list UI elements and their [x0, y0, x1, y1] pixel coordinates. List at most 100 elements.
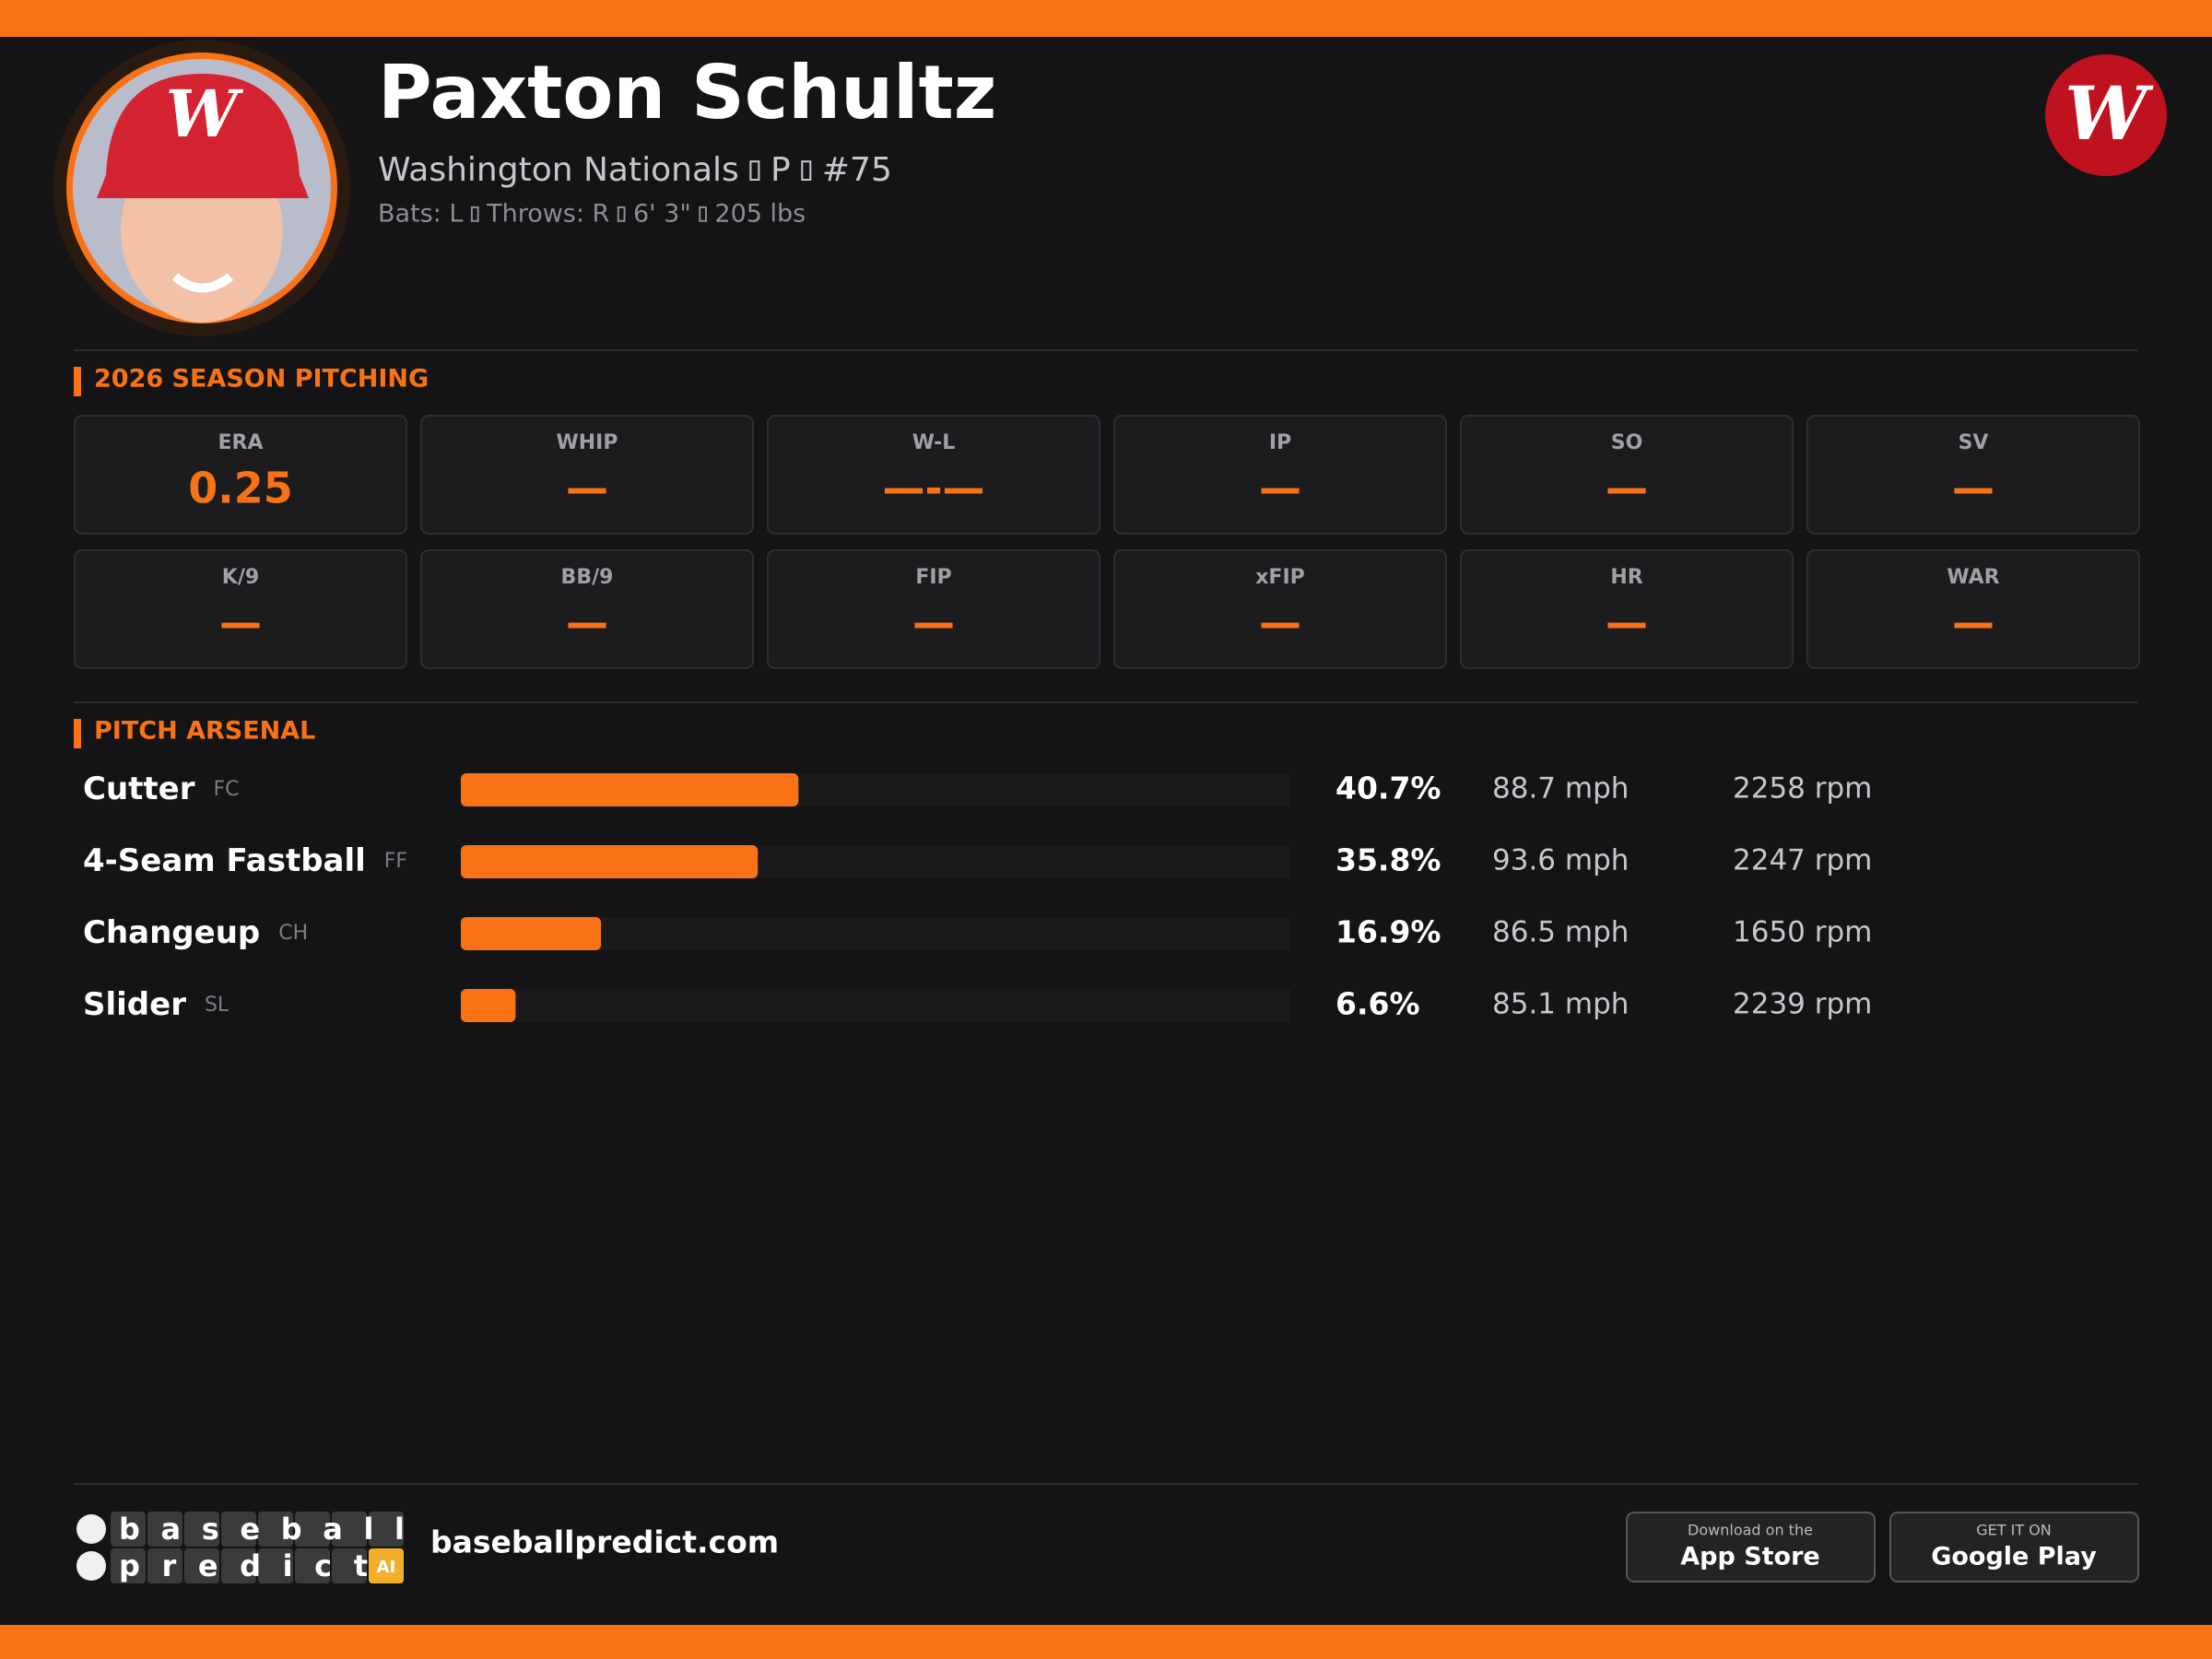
stat-value: —: [566, 464, 608, 513]
stat-card: [1806, 549, 2140, 669]
pitch-code: SL: [205, 994, 229, 1017]
usage-label: 6.6%: [1335, 986, 1420, 1022]
player-info: Bats: L: [378, 200, 463, 229]
logo-tile: [221, 1512, 256, 1547]
stat-value: 0.25: [188, 464, 293, 513]
logo-tile: [184, 1548, 219, 1583]
site-url[interactable]: baseballpredict.com: [430, 1524, 779, 1560]
stat-card: [767, 549, 1100, 669]
stat-value: —-—: [882, 464, 984, 513]
section-accent: [74, 719, 81, 748]
pitch-name-text: Changeup: [83, 914, 260, 951]
logo-tile: [295, 1512, 330, 1547]
stat-label: FIP: [915, 566, 951, 589]
stat-label: WHIP: [557, 431, 618, 454]
usage-bar: [461, 917, 602, 950]
separator: [470, 206, 479, 222]
stat-value: —: [566, 598, 608, 648]
player-photo: W: [53, 40, 350, 336]
stat-value: —: [912, 598, 955, 648]
stat-value: —: [1606, 598, 1648, 648]
stat-label: WAR: [1947, 566, 1999, 589]
section-title: PITCH ARSENAL: [94, 717, 315, 746]
logo-tile: [111, 1512, 146, 1547]
usage-bar: [461, 845, 759, 878]
pitch-code: FF: [384, 850, 407, 873]
separator: [749, 160, 760, 181]
velocity: 86.5 mph: [1492, 916, 1629, 949]
logo-tile: [332, 1512, 367, 1547]
spin-rate: 1650 rpm: [1733, 916, 1872, 949]
pitch-code: FC: [214, 778, 240, 801]
separator: [801, 160, 812, 181]
logo-tile: [147, 1512, 182, 1547]
team-logo: W: [2045, 54, 2167, 176]
stat-card: [1806, 415, 2140, 535]
separator: [699, 206, 707, 222]
logo-tile: [369, 1548, 404, 1583]
bar-track: [461, 989, 1290, 1022]
velocity: 85.1 mph: [1492, 988, 1629, 1021]
stat-label: K/9: [222, 566, 259, 589]
stat-value: —: [1952, 464, 1994, 513]
separator: [617, 206, 626, 222]
button-caption: GET IT ON: [1976, 1522, 2052, 1539]
stat-value: —: [1952, 598, 1994, 648]
logo-tile: [295, 1548, 330, 1583]
pitch-name: Cutter FC: [83, 771, 240, 807]
stat-card: [420, 415, 754, 535]
stat-value: —: [1259, 598, 1301, 648]
usage-label: 35.8%: [1335, 842, 1441, 878]
section-accent: [74, 367, 81, 396]
stat-card: [420, 549, 754, 669]
logo-ball: [76, 1514, 106, 1544]
usage-bar: [461, 989, 516, 1022]
stat-label: BB/9: [561, 566, 614, 589]
pitch-name-text: Slider: [83, 986, 186, 1023]
velocity: 93.6 mph: [1492, 844, 1629, 877]
top-bar: [0, 0, 2212, 37]
usage-bar: [461, 773, 799, 806]
stat-label: SO: [1611, 431, 1643, 454]
google-play-button[interactable]: GET IT ON Google Play: [1889, 1512, 2139, 1583]
stat-label: HR: [1610, 566, 1642, 589]
stat-card: [1460, 415, 1794, 535]
usage-label: 16.9%: [1335, 914, 1441, 950]
logo-tile: [184, 1512, 219, 1547]
pitch-name: Slider SL: [83, 986, 229, 1023]
player-info: Washington Nationals: [378, 151, 739, 189]
player-info: P: [771, 151, 791, 189]
player-info: 6' 3": [633, 200, 691, 229]
stat-label: IP: [1269, 431, 1291, 454]
stat-card: [767, 415, 1100, 535]
stat-value: —: [1259, 464, 1301, 513]
stat-label: SV: [1959, 431, 1989, 454]
stat-card: [1113, 549, 1447, 669]
button-label: App Store: [1680, 1543, 1819, 1571]
player-info: 205 lbs: [714, 200, 806, 229]
logo-tile: [332, 1548, 367, 1583]
velocity: 88.7 mph: [1492, 772, 1629, 806]
player-info: Throws: R: [486, 200, 609, 229]
player-name: Paxton Schultz: [378, 50, 996, 135]
button-caption: Download on the: [1688, 1522, 1813, 1539]
logo-tile: [221, 1548, 256, 1583]
stat-value: —: [1606, 464, 1648, 513]
pitch-name: Changeup CH: [83, 914, 308, 951]
logo-tile: [111, 1548, 146, 1583]
stat-card: [1113, 415, 1447, 535]
svg-text:W: W: [166, 76, 244, 152]
app-store-button[interactable]: Download on the App Store: [1626, 1512, 1876, 1583]
stat-card: [74, 549, 407, 669]
stat-label: W-L: [912, 431, 955, 454]
pitch-name-text: Cutter: [83, 771, 195, 807]
pitch-code: CH: [278, 922, 308, 945]
stat-card: [1460, 549, 1794, 669]
button-label: Google Play: [1931, 1543, 2097, 1571]
stat-label: ERA: [218, 431, 264, 454]
stat-label: xFIP: [1255, 566, 1305, 589]
usage-label: 40.7%: [1335, 771, 1441, 806]
bottom-bar: [0, 1625, 2212, 1659]
